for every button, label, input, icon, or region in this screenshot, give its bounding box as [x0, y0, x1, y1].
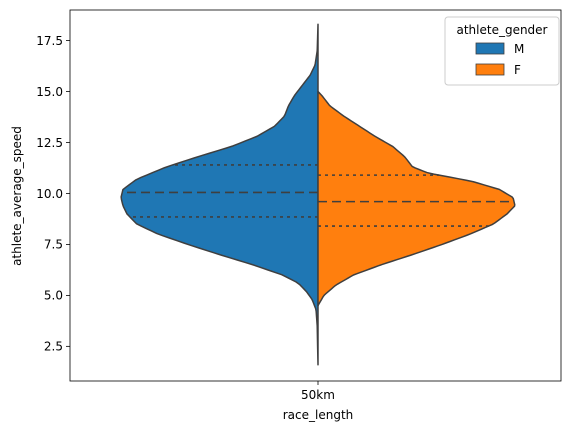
- legend-label-M: M: [514, 42, 524, 56]
- y-tick-label: 2.5: [44, 340, 63, 354]
- y-axis: 2.5 5.0 7.5 10.0 12.5 15.0 17.5: [36, 34, 70, 354]
- violin-half-M: [120, 23, 319, 366]
- y-tick-label: 7.5: [44, 238, 63, 252]
- legend-label-F: F: [514, 63, 521, 77]
- y-tick-label: 17.5: [36, 34, 63, 48]
- x-axis: 50km: [301, 381, 335, 402]
- legend-swatch-F: [475, 63, 505, 76]
- violin-body-F: [317, 90, 516, 307]
- violin-body-M: [120, 23, 319, 366]
- x-tick-label: 50km: [301, 388, 335, 402]
- violin-half-F: [317, 90, 516, 307]
- axes-frame: [69, 9, 562, 382]
- y-tick-label: 12.5: [36, 136, 63, 150]
- legend-entries: MF: [475, 42, 524, 77]
- legend-title: athlete_gender: [456, 23, 547, 37]
- y-tick-label: 15.0: [36, 85, 63, 99]
- y-tick-label: 5.0: [44, 289, 63, 303]
- x-axis-label: race_length: [283, 408, 354, 422]
- legend-swatch-M: [475, 42, 505, 55]
- plot-area: [120, 23, 516, 366]
- y-axis-label: athlete_average_speed: [10, 126, 24, 266]
- y-tick-label: 10.0: [36, 187, 63, 201]
- legend: athlete_gender MF: [444, 16, 560, 86]
